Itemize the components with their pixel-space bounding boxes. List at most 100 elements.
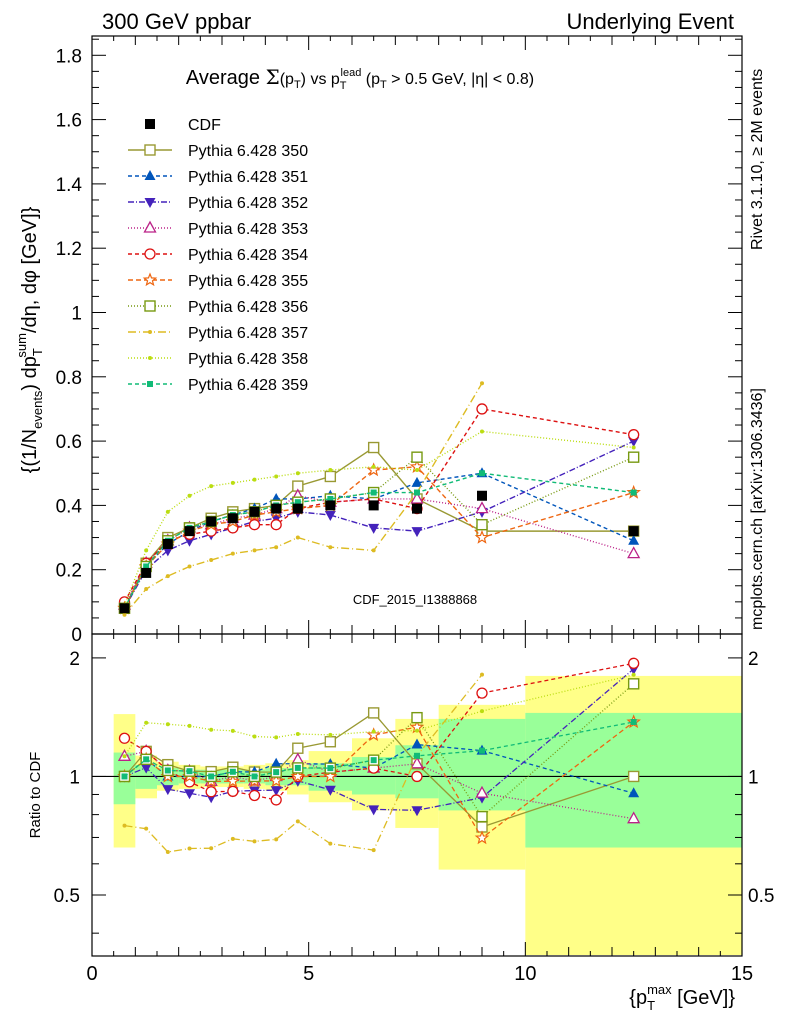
series-point-3 xyxy=(475,501,489,514)
ratio-point-4 xyxy=(628,657,640,669)
cdf-data-point xyxy=(412,503,422,514)
mcplots-label: mcplots.cern.ch [arXiv:1306.3436] xyxy=(749,388,766,630)
ratio-point-7 xyxy=(144,826,149,831)
x-tick-label: 0 xyxy=(86,963,97,985)
legend-marker-3 xyxy=(143,220,157,233)
cdf-data-point xyxy=(184,526,195,537)
ratio-point-2 xyxy=(162,785,174,796)
ratio-point-7 xyxy=(187,846,192,851)
ratio-point-2 xyxy=(270,786,282,797)
ratio-point-9 xyxy=(186,768,193,775)
ratio-point-9 xyxy=(121,773,128,780)
ratio-point-8 xyxy=(371,729,376,734)
legend-marker-6 xyxy=(144,300,156,312)
series-point-6 xyxy=(476,518,488,531)
series-point-9 xyxy=(479,470,485,477)
series-point-7 xyxy=(371,548,376,553)
series-point-4 xyxy=(248,519,261,531)
ratio-tick-label: 1 xyxy=(69,767,80,788)
series-point-8 xyxy=(328,468,333,473)
series-line-3 xyxy=(123,495,634,606)
series-line-4 xyxy=(123,408,634,603)
ratio-point-4 xyxy=(227,785,239,797)
ratio-point-8 xyxy=(328,732,333,737)
legend-marker-4 xyxy=(144,248,156,260)
x-tick-label: 15 xyxy=(731,963,753,985)
ratio-point-4 xyxy=(205,786,217,798)
series-point-0 xyxy=(324,470,337,483)
x-tick-label: 5 xyxy=(303,963,314,985)
legend-marker-0 xyxy=(144,144,156,156)
ratio-point-5 xyxy=(366,727,381,742)
ratio-point-6 xyxy=(627,678,640,690)
series-point-8 xyxy=(165,509,170,514)
cdf-data-point xyxy=(249,506,260,517)
series-point-5 xyxy=(366,462,381,477)
series-point-2 xyxy=(368,523,380,534)
header-left: 300 GeV ppbar xyxy=(102,9,251,34)
series-point-8 xyxy=(274,474,279,479)
y-axis-label: {(1/Nevents) dpTsum/dη, dφ [GeV]} xyxy=(14,206,45,473)
cdf-data-points xyxy=(119,490,639,614)
main-series-group xyxy=(117,381,641,617)
cdf-data-point xyxy=(141,567,152,578)
ratio-point-5 xyxy=(290,768,306,783)
ratio-point-1 xyxy=(628,787,640,798)
ratio-point-9 xyxy=(273,769,280,776)
series-point-2 xyxy=(411,527,423,538)
y-tick-label: 1.2 xyxy=(56,239,82,260)
series-line-1 xyxy=(123,472,634,609)
legend-label-4: Pythia 6.428 354 xyxy=(188,247,308,264)
ratio-point-3 xyxy=(410,756,424,769)
series-point-3 xyxy=(627,546,641,559)
legend-marker-8 xyxy=(148,356,152,360)
ratio-point-8 xyxy=(252,734,257,739)
series-line-6 xyxy=(123,456,634,609)
ratio-point-4 xyxy=(411,770,423,783)
series-point-7 xyxy=(328,545,333,550)
ratio-point-5 xyxy=(225,773,241,788)
ratio-point-7 xyxy=(165,850,170,855)
y-tick-label: 0.2 xyxy=(56,561,82,582)
legend-marker-cdf xyxy=(145,119,155,129)
series-point-7 xyxy=(252,548,257,553)
series-point-9 xyxy=(414,489,420,496)
ratio-point-0 xyxy=(627,770,640,783)
cdf-data-point xyxy=(206,516,217,527)
ratio-point-9 xyxy=(294,764,301,771)
series-point-8 xyxy=(415,468,419,473)
ratio-point-7 xyxy=(209,846,214,851)
x-axis-label: {pTmax [GeV]} xyxy=(629,982,735,1013)
ratio-point-9 xyxy=(208,773,215,780)
cdf-data-point xyxy=(119,603,130,614)
ratio-point-7 xyxy=(371,848,376,853)
legend-label-8: Pythia 6.428 358 xyxy=(188,351,308,368)
series-point-1 xyxy=(628,534,640,545)
ratio-point-6 xyxy=(476,810,488,823)
ratio-point-8 xyxy=(295,731,300,736)
cdf-data-point xyxy=(477,490,487,501)
ratio-point-5 xyxy=(474,830,490,845)
ratio-point-7 xyxy=(230,836,235,841)
series-point-5 xyxy=(474,529,490,544)
ratio-point-9 xyxy=(327,765,334,772)
ratio-point-9 xyxy=(630,718,637,725)
y-tick-label: 1.6 xyxy=(56,111,82,132)
series-point-6 xyxy=(627,451,640,463)
legend-label-9: Pythia 6.428 359 xyxy=(188,377,308,394)
ratio-point-1 xyxy=(270,757,282,768)
cdf-data-point xyxy=(325,500,336,511)
ratio-point-7 xyxy=(252,839,257,844)
series-point-7 xyxy=(480,381,484,386)
series-point-7 xyxy=(230,551,235,556)
series-point-8 xyxy=(230,480,235,485)
series-point-8 xyxy=(295,471,300,476)
cdf-data-point xyxy=(292,503,303,514)
ratio-tick-label: 0.5 xyxy=(54,886,80,907)
ratio-point-2 xyxy=(411,806,423,817)
ratio-point-9 xyxy=(164,767,171,774)
ratio-point-9 xyxy=(251,773,258,780)
ratio-point-1 xyxy=(411,738,423,749)
y-tick-label: 0.4 xyxy=(56,496,83,517)
chart-title: Average Σ(pT) vs pTlead (pT > 0.5 GeV, |… xyxy=(186,65,534,92)
